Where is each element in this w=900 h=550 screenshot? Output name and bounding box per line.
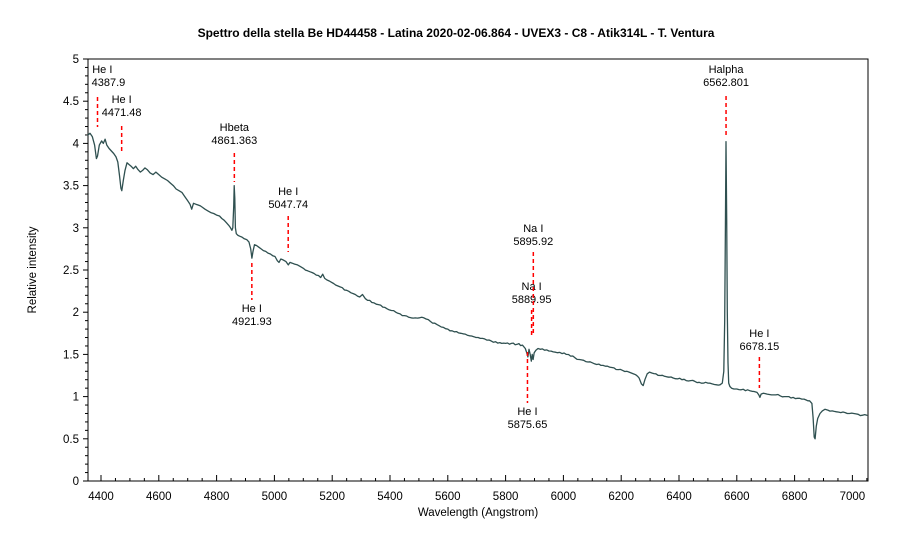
x-tick-label: 4800 <box>204 491 230 503</box>
annotation-value: 4921.93 <box>232 316 272 328</box>
plot-border <box>87 58 869 482</box>
annotation-value: 6678.15 <box>739 341 779 353</box>
x-tick-label: 6200 <box>608 491 634 503</box>
annotation-value: 5875.65 <box>508 419 548 431</box>
y-tick-label: 2 <box>73 307 79 319</box>
annotation-name: He I <box>517 406 537 418</box>
x-tick-label: 5600 <box>435 491 461 503</box>
x-tick-label: 4600 <box>146 491 172 503</box>
spectrum-line <box>87 132 868 440</box>
annotation-name: Halpha <box>709 64 745 76</box>
annotation-name: He I <box>278 186 298 198</box>
x-tick-label: 5400 <box>377 491 403 503</box>
y-tick-label: 0 <box>73 476 79 488</box>
y-tick-label: 5 <box>73 54 79 66</box>
y-tick-label: 3.5 <box>63 181 79 193</box>
y-tick-label: 2.5 <box>63 265 79 277</box>
y-tick-label: 4 <box>73 138 80 150</box>
chart-title: Spettro della stella Be HD44458 - Latina… <box>197 26 715 40</box>
annotation-value: 6562.801 <box>703 77 749 89</box>
x-tick-label: 7000 <box>840 491 866 503</box>
annotation-value: 5889.95 <box>512 294 552 306</box>
x-tick-label: 6600 <box>724 491 750 503</box>
y-tick-label: 3 <box>73 223 79 235</box>
annotation-name: He I <box>92 64 112 76</box>
x-tick-label: 5000 <box>262 491 288 503</box>
y-tick-label: 0.5 <box>63 434 79 446</box>
annotation-name: Na I <box>523 223 543 235</box>
annotation-value: 4861.363 <box>211 135 257 147</box>
x-tick-label: 6400 <box>666 491 692 503</box>
x-tick-label: 6000 <box>551 491 577 503</box>
annotation-name: He I <box>749 328 769 340</box>
annotation-name: Na I <box>522 281 542 293</box>
x-tick-label: 6800 <box>782 491 808 503</box>
annotation-name: Hbeta <box>220 122 250 134</box>
annotation-value: 5895.92 <box>513 236 553 248</box>
x-tick-label: 4400 <box>88 491 114 503</box>
annotation-name: He I <box>242 303 262 315</box>
y-tick-label: 1 <box>73 392 79 404</box>
x-axis-title: Wavelength (Angstrom) <box>417 507 539 519</box>
y-axis-title: Relative intensity <box>27 226 39 314</box>
x-tick-label: 5200 <box>319 491 345 503</box>
annotation-name: He I <box>112 94 132 106</box>
y-tick-label: 1.5 <box>63 349 79 361</box>
annotation-value: 4387.9 <box>92 77 126 89</box>
annotation-value: 5047.74 <box>268 199 308 211</box>
x-tick-label: 5800 <box>493 491 519 503</box>
y-tick-label: 4.5 <box>63 96 79 108</box>
annotation-value: 4471.48 <box>102 107 142 119</box>
